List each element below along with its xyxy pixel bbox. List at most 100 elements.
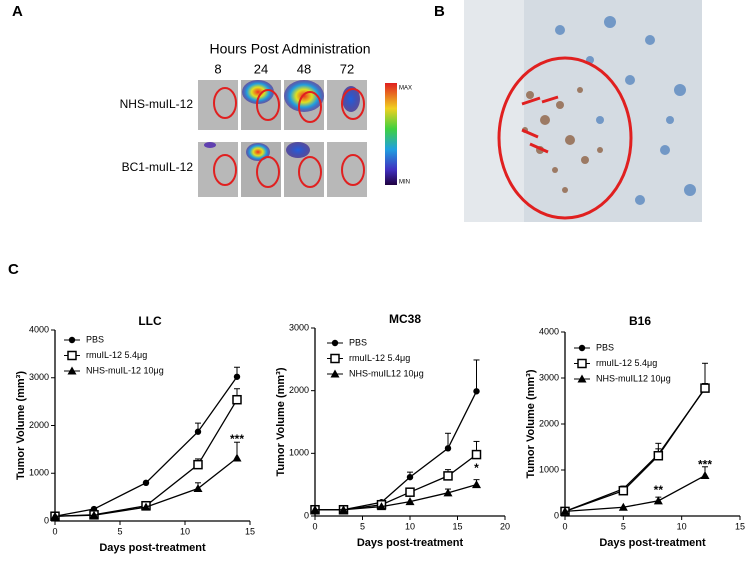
point (618, 485, 629, 496)
legend-marker (577, 374, 587, 383)
legend-marker (67, 350, 77, 361)
point (141, 502, 151, 511)
legend-label: rmuIL-12 5.4μg (596, 358, 657, 368)
chart-title: MC38 (389, 312, 421, 326)
significance: ** (654, 483, 664, 497)
point (405, 497, 415, 506)
y-tick-label: 0 (304, 510, 309, 520)
y-tick-label: 3000 (289, 322, 309, 332)
point (405, 487, 415, 497)
legend-label: rmuIL-12 5.4μg (349, 353, 410, 363)
imaging-grid (198, 80, 397, 197)
point (233, 373, 241, 380)
point (471, 449, 482, 460)
panel-letter: B (434, 3, 445, 20)
x-tick-label: 15 (452, 521, 462, 531)
point (472, 480, 481, 489)
point (443, 471, 453, 481)
panel-a-header: Hours Post Administration (209, 41, 370, 57)
x-tick-label: 20 (500, 521, 510, 531)
point (310, 505, 320, 514)
legend-label: NHS-muIL12 10μg (596, 373, 671, 383)
point (50, 511, 60, 520)
point (560, 506, 570, 515)
row-label: NHS-muIL-12 (120, 97, 194, 111)
point (377, 502, 386, 511)
x-tick-label: 5 (621, 521, 626, 531)
series-line (564, 387, 706, 513)
legend-label: PBS (596, 342, 614, 352)
histology-image (464, 0, 702, 222)
series-line (315, 484, 477, 511)
legend-marker (330, 353, 340, 364)
y-tick-label: 0 (554, 510, 559, 520)
series-line (564, 388, 706, 513)
point (406, 473, 414, 481)
scale-max: MAX (399, 86, 412, 92)
x-tick-label: 15 (245, 526, 255, 536)
x-tick-label: 0 (562, 521, 567, 531)
y-tick-label: 4000 (29, 324, 49, 334)
y-tick-label: 2000 (29, 420, 49, 430)
point (232, 453, 242, 462)
y-tick-label: 0 (44, 515, 49, 525)
legend-marker (68, 336, 76, 344)
x-tick-label: 15 (735, 521, 745, 531)
y-tick-label: 1000 (539, 464, 559, 474)
point (653, 496, 663, 505)
legend-label: NHS-muIL-12 10μg (86, 365, 164, 375)
series-line (54, 399, 238, 517)
panel-letter: A (12, 3, 23, 20)
y-tick-label: 3000 (29, 372, 49, 382)
point (700, 383, 710, 393)
legend-label: rmuIL-12 5.4μg (86, 350, 147, 360)
point (89, 510, 99, 519)
y-tick-label: 2000 (539, 418, 559, 428)
chart-title: LLC (138, 314, 162, 328)
x-axis-label: Days post-treatment (357, 537, 464, 549)
point (473, 388, 480, 395)
point (232, 394, 242, 405)
y-tick-label: 2000 (289, 385, 309, 395)
point (653, 450, 664, 461)
legend-marker (331, 339, 339, 347)
significance: *** (230, 432, 244, 446)
point (444, 445, 452, 452)
point (193, 459, 203, 470)
x-tick-label: 5 (360, 521, 365, 531)
legend-label: PBS (349, 337, 367, 347)
chart-title: B16 (629, 314, 651, 328)
x-axis-label: Days post-treatment (599, 537, 706, 549)
x-tick-label: 10 (677, 521, 687, 531)
point (618, 502, 628, 511)
y-tick-label: 3000 (539, 372, 559, 382)
row-label: BC1-muIL-12 (122, 160, 194, 174)
legend-marker (330, 369, 340, 378)
y-tick-label: 1000 (29, 468, 49, 478)
x-tick-label: 10 (180, 526, 190, 536)
y-tick-label: 4000 (539, 326, 559, 336)
y-axis-label: Tumor Volume (mm³) (15, 371, 27, 480)
y-axis-label: Tumor Volume (mm³) (275, 367, 287, 476)
significance: *** (698, 458, 712, 472)
x-tick-label: 10 (405, 521, 415, 531)
significance: * (474, 461, 479, 475)
point (194, 428, 202, 435)
scale-min: MIN (399, 180, 410, 186)
point (193, 484, 203, 493)
legend-marker (577, 358, 587, 369)
series-line (315, 454, 477, 511)
x-tick-label: 5 (117, 526, 122, 536)
legend-marker (67, 366, 77, 375)
point (443, 488, 453, 497)
series-line (54, 376, 238, 517)
x-axis-label: Days post-treatment (99, 542, 206, 554)
point (142, 479, 150, 486)
point (700, 471, 710, 480)
time-label: 24 (254, 61, 268, 76)
point (339, 505, 348, 514)
legend-label: PBS (86, 334, 104, 344)
panel-letter: C (8, 261, 19, 278)
y-axis-label: Tumor Volume (mm³) (525, 369, 537, 478)
